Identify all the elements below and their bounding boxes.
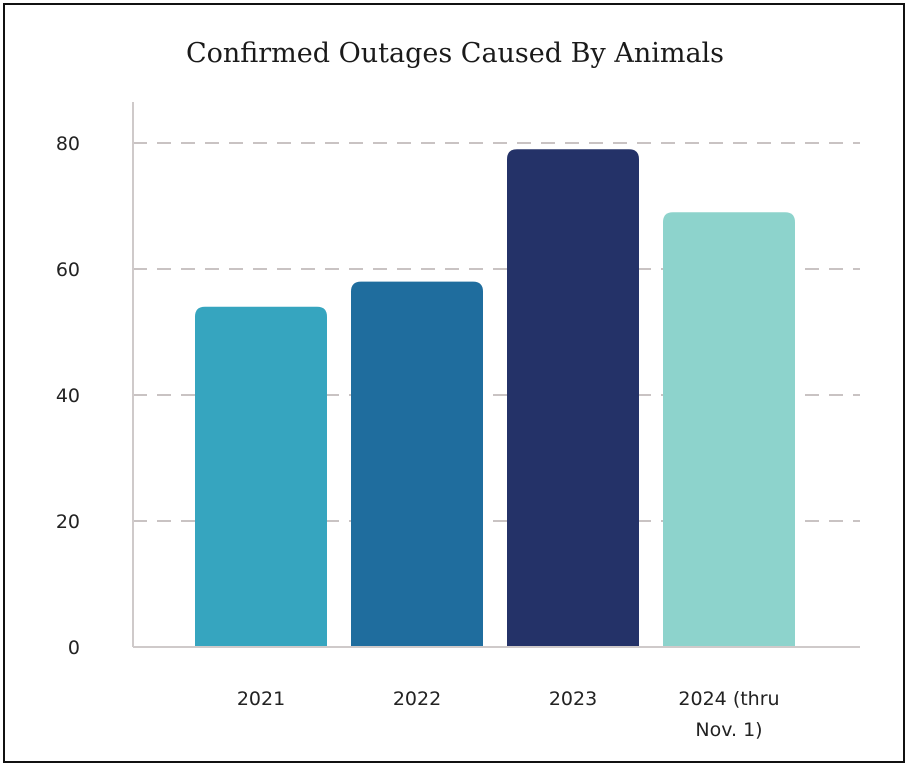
y-tick-label: 40 — [56, 385, 80, 407]
x-tick-label: 2024 (thru — [678, 688, 779, 710]
bar-2022 — [351, 281, 483, 647]
bar-2021 — [195, 306, 327, 647]
bars — [195, 149, 795, 648]
x-tick-label: 2022 — [393, 688, 441, 710]
x-tick-labels: 2021 2022 2023 2024 (thru Nov. 1) — [237, 688, 780, 741]
y-tick-label: 0 — [68, 637, 80, 659]
y-tick-label: 20 — [56, 511, 80, 533]
y-tick-label: 60 — [56, 259, 80, 281]
x-tick-label: 2023 — [549, 688, 597, 710]
x-tick-label: 2021 — [237, 688, 285, 710]
y-tick-label: 80 — [56, 133, 80, 155]
bar-2023 — [507, 149, 639, 648]
chart-title: Confirmed Outages Caused By Animals — [185, 38, 725, 69]
x-tick-label: Nov. 1) — [695, 719, 762, 741]
bar-2024 — [663, 212, 795, 648]
y-tick-labels: 0 20 40 60 80 — [56, 133, 80, 659]
axes — [132, 102, 860, 648]
